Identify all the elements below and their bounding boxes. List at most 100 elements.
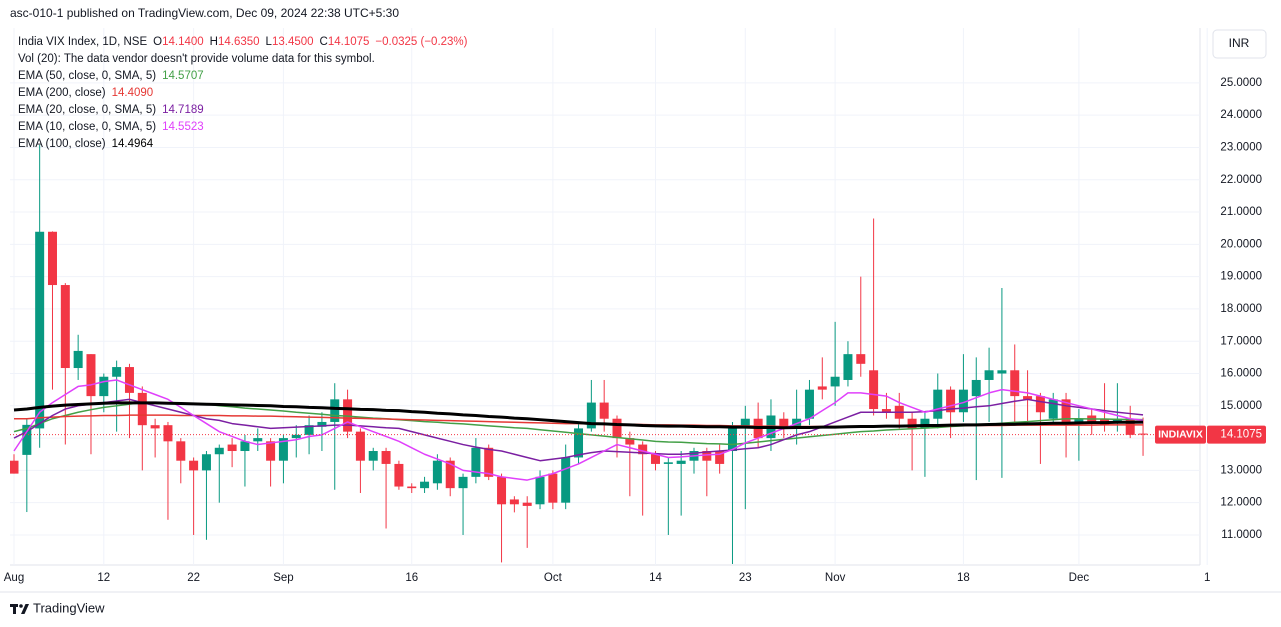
symbol-name: India VIX Index, 1D, NSE — [18, 36, 147, 48]
ohlc-letter: L — [266, 36, 273, 48]
candle-body — [869, 370, 879, 410]
candle-body — [137, 392, 147, 426]
candle-body — [266, 441, 276, 461]
candle-body — [73, 350, 83, 369]
ohlc-letter: O — [153, 36, 162, 48]
candle-body — [625, 438, 635, 445]
candle-body — [150, 425, 160, 429]
candle-body — [240, 441, 250, 452]
candle-body — [933, 389, 943, 419]
candle-body — [779, 418, 789, 429]
ohlc-value: 14.1400 — [162, 36, 204, 48]
y-tick-label: 16.0000 — [1220, 368, 1262, 380]
candle-body — [10, 460, 19, 474]
y-tick-label: 18.0000 — [1220, 303, 1262, 315]
candle-body — [586, 402, 596, 429]
candle-body — [47, 231, 57, 286]
candle-body — [881, 409, 891, 413]
candle-body — [355, 431, 365, 461]
legend-entry: EMA (50, close, 0, SMA, 5) 14.5707 — [18, 70, 204, 82]
legend-name: EMA (50, close, 0, SMA, 5) — [18, 70, 156, 82]
line-layer — [10, 379, 1200, 481]
candle-body — [1048, 399, 1058, 419]
legend-name: EMA (10, close, 0, SMA, 5) — [18, 121, 156, 133]
candle-body — [381, 451, 391, 464]
candle-body — [1125, 418, 1135, 435]
y-tick-label: 17.0000 — [1220, 335, 1262, 347]
candle-body — [509, 499, 519, 505]
y-tick-label: 25.0000 — [1220, 77, 1262, 89]
candle-body — [458, 476, 468, 489]
candle-body — [471, 447, 481, 477]
legend-value: 14.4964 — [112, 138, 154, 150]
currency-label[interactable]: INR — [1229, 36, 1250, 50]
candle-body — [1023, 396, 1033, 400]
x-tick-label: Oct — [544, 572, 563, 584]
x-tick-label: 22 — [187, 572, 200, 584]
candle-body — [638, 444, 648, 455]
x-tick-label: Sep — [273, 572, 293, 584]
candle-body — [86, 354, 96, 397]
candle-body — [432, 460, 442, 484]
candle-body — [971, 379, 981, 397]
price-tag-value: 14.1075 — [1220, 429, 1262, 441]
candle-body — [548, 473, 558, 503]
candle-body — [445, 460, 455, 489]
x-tick-label: 23 — [739, 572, 752, 584]
price-tag-symbol: INDIAVIX — [1158, 428, 1203, 440]
candle-body — [946, 389, 956, 413]
x-tick-label: Nov — [825, 572, 846, 584]
y-tick-label: 13.0000 — [1220, 464, 1262, 476]
ema-line — [13, 379, 1144, 481]
ohlc-value: 14.6350 — [218, 36, 260, 48]
legend-entry: EMA (200, close) 14.4090 — [18, 87, 153, 99]
candle-body — [189, 460, 199, 471]
candle-body — [394, 463, 404, 487]
candle-body — [330, 399, 340, 422]
footer-brand: TradingView — [33, 600, 105, 615]
candle-body — [676, 460, 686, 464]
candle-body — [1074, 418, 1084, 422]
candle-body — [1138, 433, 1148, 435]
y-tick-label: 20.0000 — [1220, 238, 1262, 250]
x-tick-label: 12 — [97, 572, 110, 584]
candle-body — [958, 389, 968, 413]
ema-line — [13, 398, 1144, 462]
x-tick-label: Dec — [1069, 572, 1090, 584]
candle-body — [407, 486, 417, 489]
candle-body — [176, 441, 186, 461]
currency-button[interactable] — [1212, 29, 1267, 59]
candle-body — [112, 367, 122, 377]
candle-body — [99, 376, 109, 397]
y-tick-label: 21.0000 — [1220, 206, 1262, 218]
candle-body — [22, 424, 32, 455]
legend-entry: EMA (100, close) 14.4964 — [18, 138, 154, 150]
candle-body — [304, 425, 314, 435]
candle-body — [497, 476, 507, 505]
ema-line — [13, 401, 1144, 430]
candle-body — [920, 418, 930, 429]
candle-body — [599, 402, 609, 419]
x-tick-label: Aug — [4, 572, 24, 584]
candle-body — [740, 418, 750, 429]
candle-body — [201, 454, 211, 471]
candle-body — [60, 285, 70, 369]
candle-body — [420, 481, 430, 489]
y-tick-label: 15.0000 — [1220, 400, 1262, 412]
legend-entry: EMA (20, close, 0, SMA, 5) 14.7189 — [18, 104, 204, 116]
ohlc-legend: India VIX Index, 1D, NSE O14.1400 H14.6350… — [18, 36, 468, 48]
candle-body — [856, 354, 866, 364]
ohlc-value: 13.4500 — [272, 36, 314, 48]
candle-body — [1112, 418, 1122, 422]
candle-body — [368, 451, 378, 461]
candle-body — [317, 421, 327, 427]
price-tag-value-box — [1207, 425, 1266, 444]
candle-body — [907, 418, 917, 429]
candle-body — [35, 231, 45, 429]
candle-body — [984, 370, 994, 380]
x-tick-label: 14 — [649, 572, 662, 584]
y-tick-label: 12.0000 — [1220, 497, 1262, 509]
candle-body — [253, 438, 263, 442]
